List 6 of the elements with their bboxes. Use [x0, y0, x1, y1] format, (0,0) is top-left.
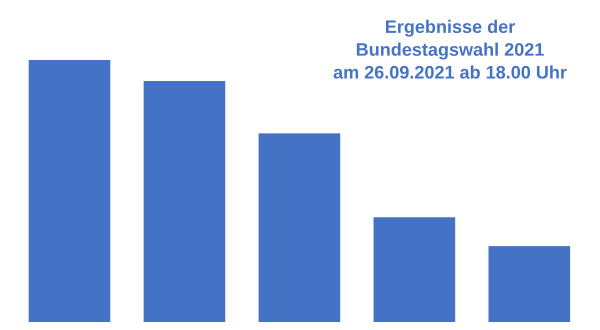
bar [144, 81, 226, 322]
bar [374, 217, 456, 322]
bar [488, 246, 570, 322]
bar [28, 60, 110, 322]
chart-title: Ergebnisse der Bundestagswahl 2021 am 26.09.2021 ab 18.00 Uhr [334, 20, 567, 79]
bar [258, 133, 340, 322]
